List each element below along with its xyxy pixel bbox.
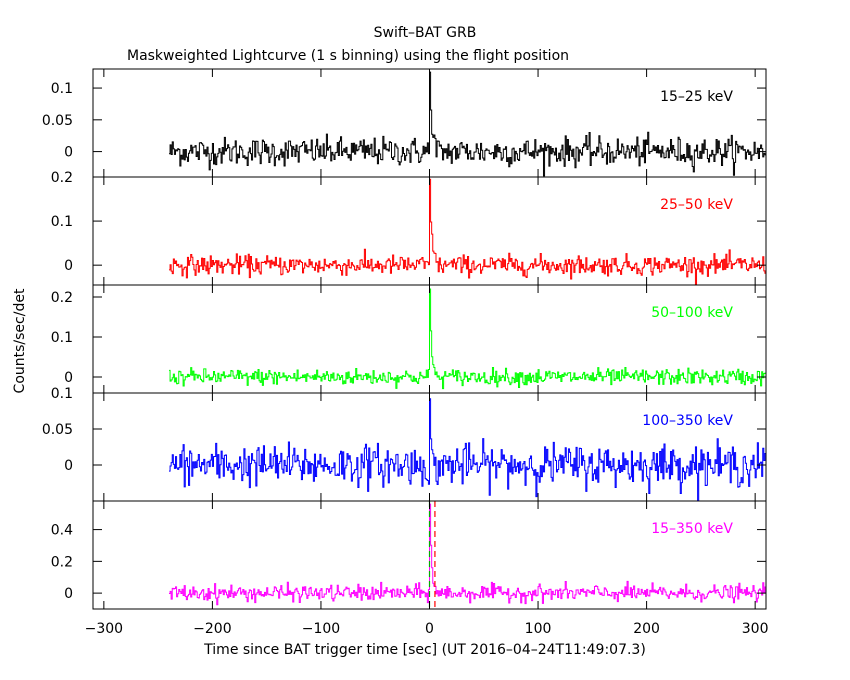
panel-4: 0 0.05 0.1 100–350 keV [42, 386, 767, 502]
lightcurve-series-5 [168, 503, 766, 606]
lightcurve-series-2 [168, 178, 766, 286]
x-axis: −300 −200 −100 0 100 200 300 [85, 621, 769, 637]
chart-subtitle: Maskweighted Lightcurve (1 s binning) us… [127, 48, 569, 64]
lightcurve-series-1 [168, 71, 766, 177]
y-tick-label: 0.4 [51, 523, 73, 539]
panel-3: 0 0.1 0.2 50–100 keV [51, 284, 767, 394]
x-tick-label: −300 [85, 621, 123, 637]
y-tick-label: 0.1 [51, 330, 73, 346]
energy-band-label: 25–50 keV [660, 197, 733, 213]
y-tick-label: 0.05 [42, 113, 73, 129]
y-tick-label: 0.2 [51, 554, 73, 570]
y-tick-label: 0.2 [51, 290, 73, 306]
x-tick-label: 200 [633, 621, 660, 637]
y-axis-label: Counts/sec/det [12, 288, 28, 393]
x-tick-label: 100 [525, 621, 552, 637]
x-tick-label: 0 [425, 621, 434, 637]
y-tick-label: 0.1 [51, 214, 73, 230]
y-tick-label: 0 [64, 145, 73, 161]
y-tick-label: 0.1 [51, 81, 73, 97]
x-axis-label: Time since BAT trigger time [sec] (UT 20… [203, 642, 646, 658]
chart-title: Swift–BAT GRB [374, 25, 477, 41]
x-tick-label: −200 [193, 621, 231, 637]
energy-band-label: 15–25 keV [660, 89, 733, 105]
y-tick-label: 0 [64, 586, 73, 602]
y-tick-label: 0.2 [51, 170, 73, 186]
lightcurve-series-4 [168, 398, 766, 502]
y-tick-label: 0 [64, 458, 73, 474]
y-tick-label: 0.1 [51, 386, 73, 402]
y-tick-label: 0 [64, 370, 73, 386]
panel-2: 0 0.1 0.2 25–50 keV [51, 170, 767, 286]
energy-band-label: 15–350 keV [651, 521, 733, 537]
energy-band-label: 50–100 keV [651, 305, 733, 321]
lightcurve-series-3 [168, 288, 766, 390]
panel-5: 0 0.2 0.4 15–350 keV [51, 500, 767, 610]
panel-1: 0 0.05 0.1 15–25 keV [42, 68, 767, 178]
x-tick-label: 300 [742, 621, 769, 637]
x-tick-label: −100 [302, 621, 340, 637]
y-tick-label: 0.05 [42, 422, 73, 438]
y-tick-label: 0 [64, 258, 73, 274]
energy-band-label: 100–350 keV [642, 413, 733, 429]
